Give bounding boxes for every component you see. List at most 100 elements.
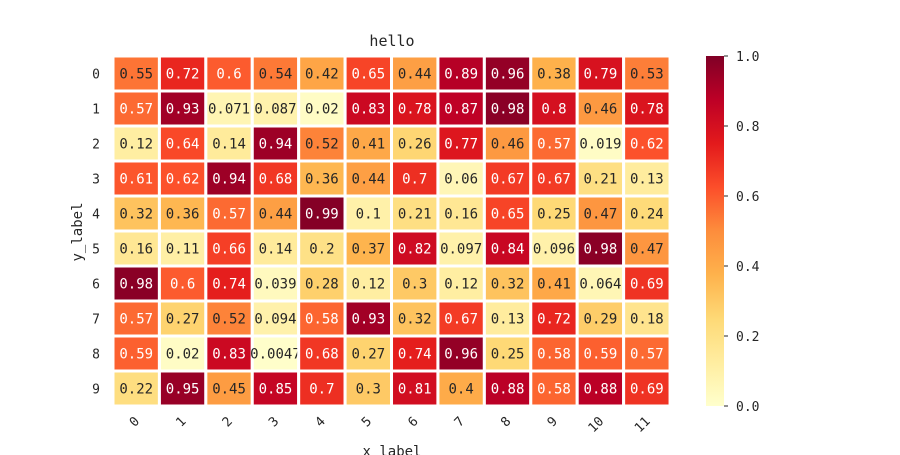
cell-value-label: 0.53 bbox=[630, 67, 664, 83]
cell-value-label: 0.21 bbox=[584, 172, 618, 188]
cell-value-label: 0.89 bbox=[444, 67, 478, 83]
cell-value-label: 0.72 bbox=[166, 67, 200, 83]
cell-value-label: 0.79 bbox=[584, 67, 618, 83]
x-tick-label: 4 bbox=[313, 414, 329, 430]
cell-value-label: 0.13 bbox=[491, 312, 525, 328]
cell-value-label: 0.77 bbox=[444, 137, 478, 153]
cell-value-label: 0.59 bbox=[584, 347, 618, 363]
y-tick-label: 2 bbox=[92, 138, 100, 153]
x-tick-label: 11 bbox=[632, 414, 654, 436]
x-axis-label: x_label bbox=[362, 444, 421, 455]
cell-value-label: 0.78 bbox=[630, 102, 664, 118]
cell-value-label: 0.78 bbox=[398, 102, 432, 118]
cell-value-label: 0.87 bbox=[444, 102, 478, 118]
cell-value-label: 0.16 bbox=[444, 207, 478, 223]
cell-value-label: 0.68 bbox=[305, 347, 339, 363]
cell-value-label: 0.62 bbox=[166, 172, 200, 188]
cell-value-label: 0.66 bbox=[212, 242, 246, 258]
x-tick-label: 6 bbox=[405, 414, 421, 430]
cell-value-label: 0.99 bbox=[305, 207, 339, 223]
cell-value-label: 0.36 bbox=[305, 172, 339, 188]
cell-value-label: 0.6 bbox=[216, 67, 241, 83]
cell-value-label: 0.93 bbox=[166, 102, 200, 118]
cell-value-label: 0.24 bbox=[630, 207, 664, 223]
cell-value-label: 0.61 bbox=[119, 172, 153, 188]
cell-value-label: 0.4 bbox=[449, 382, 474, 398]
y-axis-label: y_label bbox=[70, 202, 86, 261]
x-tick-label: 9 bbox=[545, 414, 561, 430]
heatmap-cell bbox=[622, 369, 672, 408]
heatmap-cell bbox=[390, 334, 440, 373]
cell-value-label: 0.071 bbox=[208, 102, 250, 118]
cell-value-label: 0.57 bbox=[212, 207, 246, 223]
cell-value-label: 0.58 bbox=[537, 347, 571, 363]
cell-value-label: 0.06 bbox=[444, 172, 478, 188]
cell-value-label: 0.57 bbox=[630, 347, 664, 363]
cell-value-label: 0.14 bbox=[212, 137, 246, 153]
cell-value-label: 0.3 bbox=[402, 277, 427, 293]
y-tick-label: 6 bbox=[92, 278, 100, 293]
x-tick-label: 2 bbox=[220, 414, 236, 430]
cell-value-label: 0.27 bbox=[351, 347, 385, 363]
x-tick-label: 7 bbox=[452, 414, 468, 430]
cell-value-label: 0.95 bbox=[166, 382, 200, 398]
colorbar-tick-label: 0.6 bbox=[736, 190, 759, 205]
cell-value-label: 0.88 bbox=[584, 382, 618, 398]
cell-value-label: 0.36 bbox=[166, 207, 200, 223]
colorbar-tick-label: 1.0 bbox=[736, 50, 759, 65]
cell-value-label: 0.12 bbox=[444, 277, 478, 293]
y-tick-label: 8 bbox=[92, 348, 100, 363]
cell-value-label: 0.27 bbox=[166, 312, 200, 328]
y-tick-label: 3 bbox=[92, 173, 100, 188]
heatmap-cell bbox=[343, 194, 394, 233]
cell-value-label: 0.44 bbox=[259, 207, 293, 223]
cell-value-label: 0.41 bbox=[351, 137, 385, 153]
cell-value-label: 0.69 bbox=[630, 277, 664, 293]
colorbar bbox=[706, 56, 724, 406]
heatmap-cell bbox=[622, 159, 672, 198]
cell-value-label: 0.82 bbox=[398, 242, 432, 258]
cell-value-label: 0.44 bbox=[351, 172, 385, 188]
cell-value-label: 0.094 bbox=[254, 312, 296, 328]
heatmap-cell bbox=[529, 369, 579, 408]
cell-value-label: 0.12 bbox=[351, 277, 385, 293]
cell-value-label: 0.097 bbox=[440, 242, 482, 258]
heatmap-cell bbox=[343, 229, 394, 268]
cell-value-label: 0.02 bbox=[166, 347, 200, 363]
x-tick-label: 1 bbox=[173, 414, 189, 430]
cell-value-label: 0.94 bbox=[259, 137, 293, 153]
cell-value-label: 0.02 bbox=[305, 102, 339, 118]
heatmap-cell bbox=[390, 369, 440, 408]
cell-value-label: 0.32 bbox=[491, 277, 525, 293]
cell-value-label: 0.019 bbox=[579, 137, 621, 153]
y-tick-label: 9 bbox=[92, 383, 100, 398]
colorbar-tick-label: 0.4 bbox=[736, 260, 760, 275]
x-tick-label: 3 bbox=[266, 414, 282, 430]
cell-value-label: 0.93 bbox=[351, 312, 385, 328]
heatmap-cell bbox=[204, 369, 254, 408]
x-tick-label: 10 bbox=[586, 414, 608, 436]
heatmap-cell bbox=[390, 264, 440, 303]
cell-value-label: 0.59 bbox=[119, 347, 153, 363]
cell-value-label: 0.69 bbox=[630, 382, 664, 398]
heatmap-cell bbox=[204, 194, 254, 233]
cell-value-label: 0.087 bbox=[254, 102, 296, 118]
cell-value-label: 0.88 bbox=[491, 382, 525, 398]
cell-value-label: 0.57 bbox=[119, 312, 153, 328]
cell-value-label: 0.22 bbox=[119, 382, 153, 398]
cell-value-label: 0.32 bbox=[119, 207, 153, 223]
x-tick-label: 0 bbox=[127, 414, 143, 430]
cell-value-label: 0.7 bbox=[402, 172, 427, 188]
cell-value-label: 0.2 bbox=[309, 242, 334, 258]
heatmap-cell bbox=[436, 334, 486, 373]
cell-value-label: 0.26 bbox=[398, 137, 432, 153]
cell-value-label: 0.11 bbox=[166, 242, 200, 258]
heatmap-cell bbox=[482, 264, 533, 303]
cell-value-label: 0.37 bbox=[351, 242, 385, 258]
cell-value-label: 0.98 bbox=[119, 277, 153, 293]
cell-value-label: 0.96 bbox=[491, 67, 525, 83]
cell-value-label: 0.32 bbox=[398, 312, 432, 328]
chart-title: hello bbox=[369, 32, 414, 50]
colorbar-ticks: 0.0 0.2 0.4 0.6 0.8 1.0 bbox=[724, 50, 760, 415]
